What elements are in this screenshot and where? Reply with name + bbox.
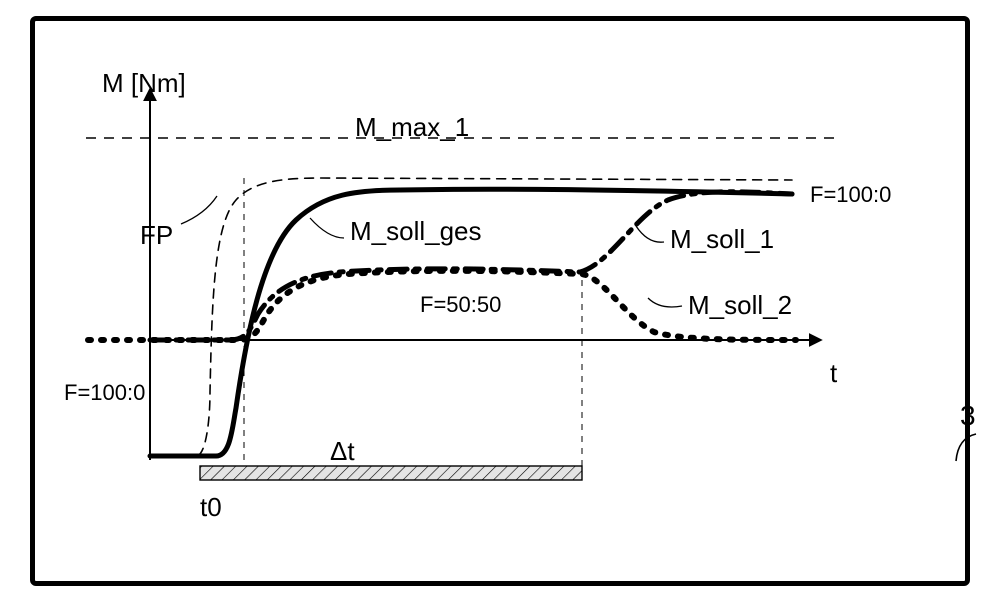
callout-m-soll-2	[648, 298, 682, 307]
fp-label: FP	[140, 220, 173, 251]
canvas: M [Nm] t M_max_1 FP M_soll_ges M_soll_1 …	[0, 0, 1000, 605]
delta-t-bar	[200, 466, 582, 480]
x-axis-label: t	[830, 358, 837, 389]
callout-figure-num	[956, 434, 976, 461]
delta-t-label: Δt	[330, 436, 355, 467]
callout-m-soll-1	[636, 226, 664, 242]
m-soll-ges-label: M_soll_ges	[350, 216, 482, 247]
m-soll-2-label: M_soll_2	[688, 290, 792, 321]
callout-m-soll-ges	[310, 218, 344, 238]
ratio-label-mid: F=50:50	[420, 292, 501, 318]
y-axis-label: M [Nm]	[102, 68, 186, 99]
callout-fp	[181, 196, 217, 224]
ratio-label-right: F=100:0	[810, 182, 891, 208]
ratio-label-left: F=100:0	[64, 380, 145, 406]
t0-label: t0	[200, 492, 222, 523]
figure-number: 3	[960, 400, 976, 432]
m-max-1-label: M_max_1	[355, 112, 469, 143]
m-soll-1-label: M_soll_1	[670, 224, 774, 255]
